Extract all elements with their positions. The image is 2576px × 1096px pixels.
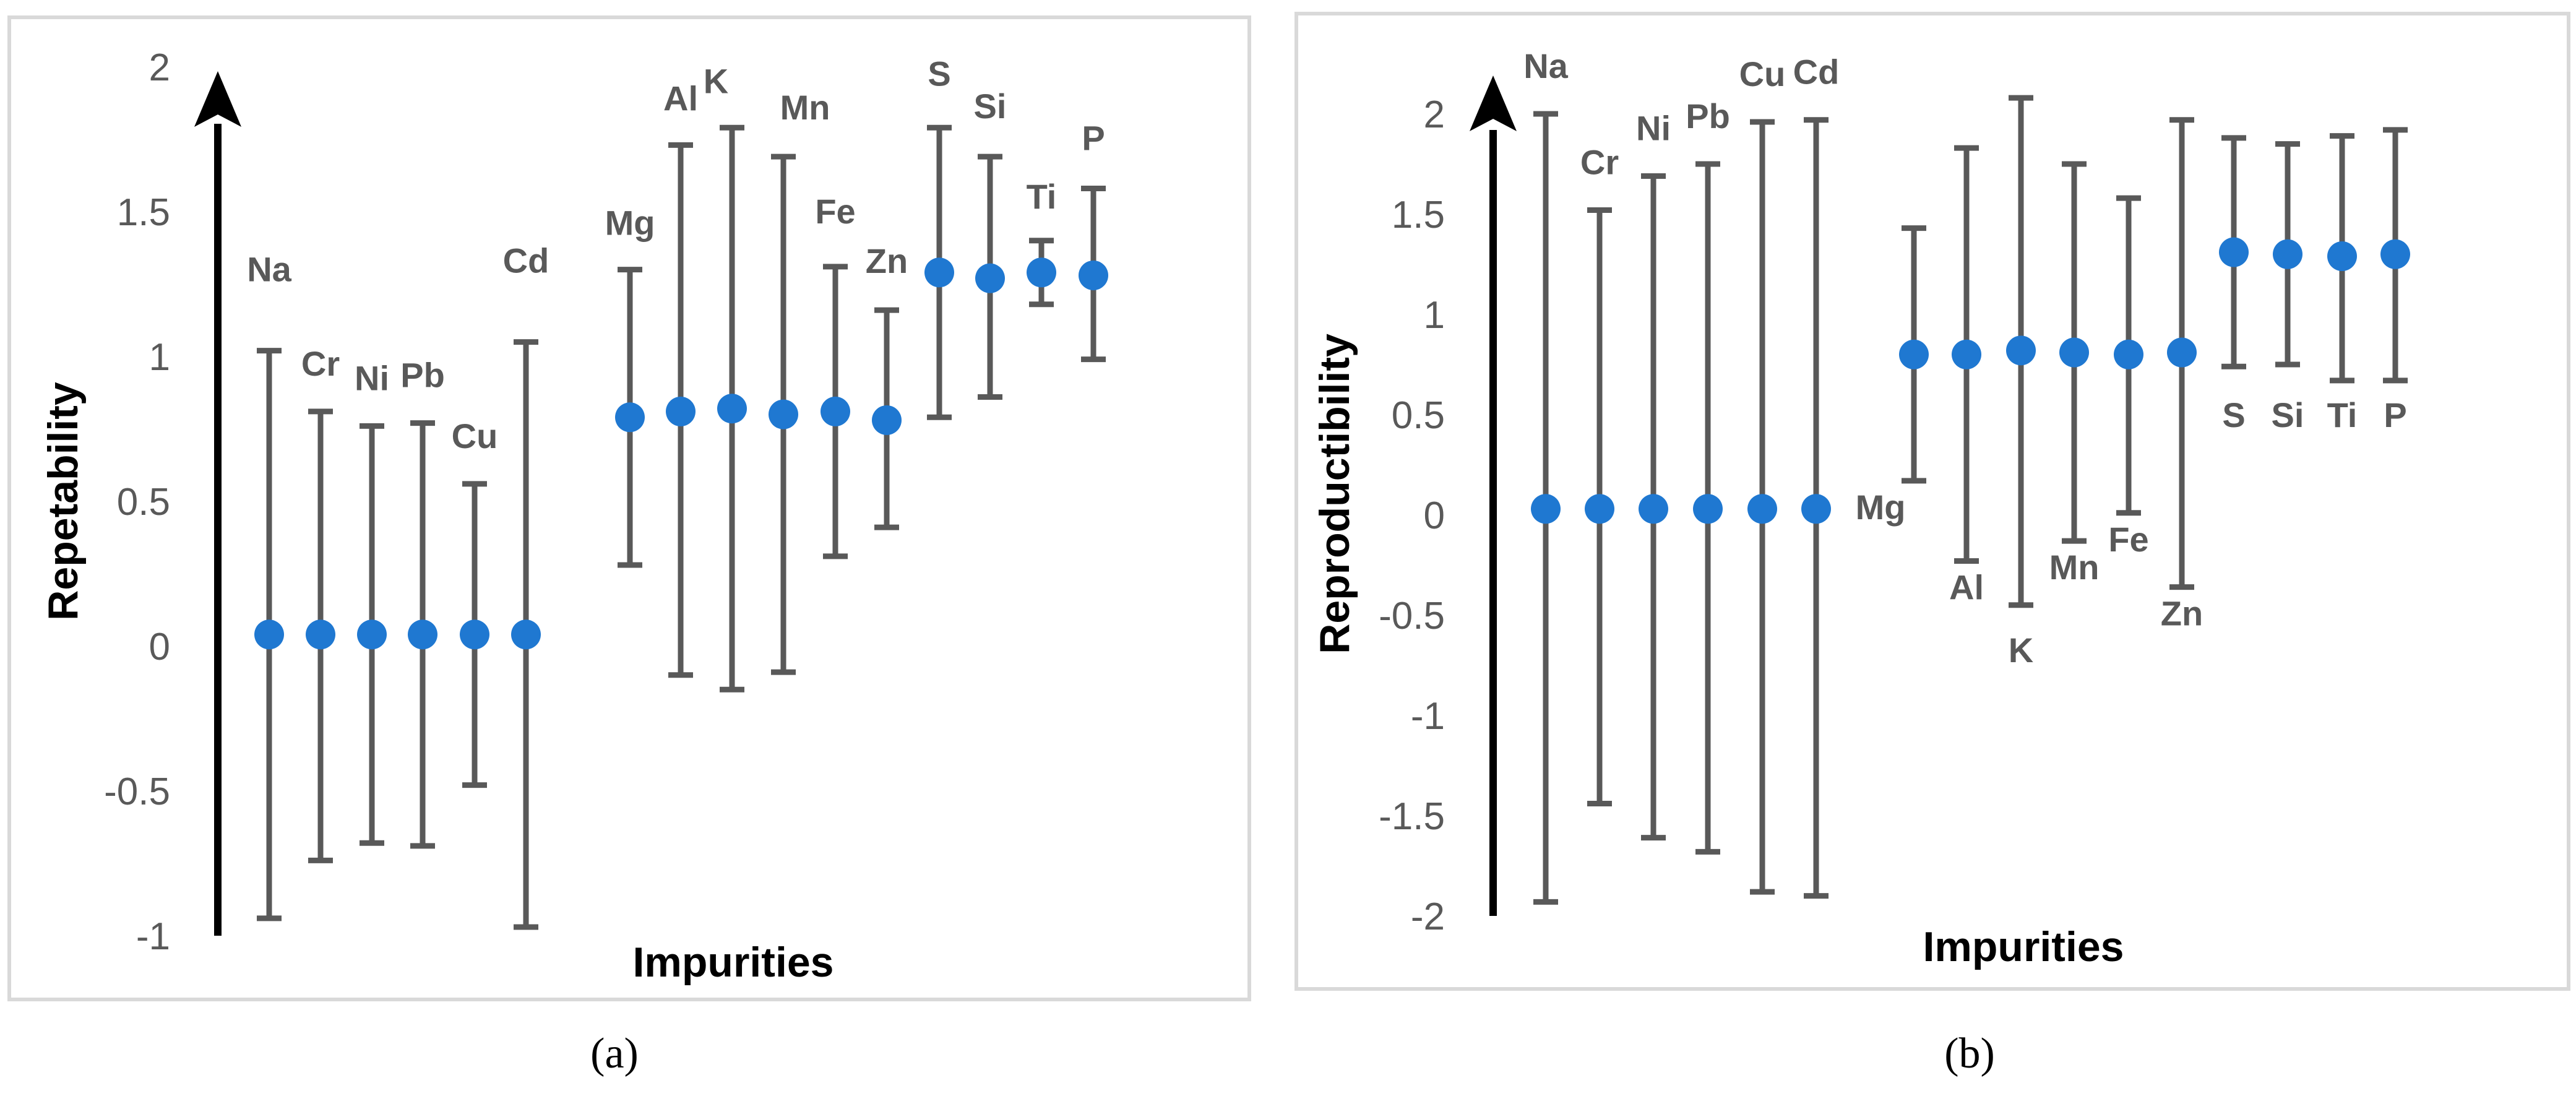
data-point-zn bbox=[872, 405, 902, 435]
element-label: S bbox=[928, 54, 950, 93]
element-label: S bbox=[2222, 395, 2245, 434]
data-point-s bbox=[924, 257, 954, 288]
element-label: Mn bbox=[780, 88, 830, 127]
data-point-pb bbox=[408, 619, 437, 650]
x-axis-label: Impurities bbox=[633, 939, 834, 986]
data-point-al bbox=[666, 396, 696, 426]
element-label: Cr bbox=[301, 344, 340, 383]
data-point-k bbox=[2006, 335, 2036, 366]
element-label: Na bbox=[1523, 46, 1568, 85]
element-label: Si bbox=[2272, 395, 2304, 434]
y-tick-label: -1 bbox=[136, 915, 170, 958]
element-label: Al bbox=[663, 79, 698, 118]
element-label: Ni bbox=[1636, 108, 1671, 147]
data-point-al bbox=[1952, 339, 1981, 369]
element-label: Na bbox=[247, 250, 291, 289]
y-tick-label: 0.5 bbox=[117, 481, 170, 524]
data-point-mn bbox=[769, 399, 798, 429]
element-label: Cd bbox=[1793, 53, 1840, 92]
element-label: Cu bbox=[452, 416, 498, 455]
element-label: Pb bbox=[400, 356, 445, 395]
y-tick-label: 0 bbox=[149, 626, 170, 668]
data-point-zn bbox=[2167, 337, 2197, 368]
element-label: Mg bbox=[605, 204, 655, 243]
y-tick-label: -0.5 bbox=[104, 770, 170, 813]
element-label: Zn bbox=[866, 241, 908, 280]
y-tick-label: 0 bbox=[1424, 494, 1445, 537]
data-point-mg bbox=[1899, 339, 1929, 369]
panel-caption: (a) bbox=[590, 1030, 639, 1077]
y-tick-label: 0.5 bbox=[1392, 394, 1445, 437]
element-label: K bbox=[704, 61, 728, 100]
data-point-ti bbox=[2327, 241, 2357, 272]
x-axis-label: Impurities bbox=[1923, 923, 2124, 970]
data-point-cu bbox=[460, 619, 489, 650]
y-tick-label: -2 bbox=[1411, 895, 1445, 938]
y-axis-arrowhead bbox=[194, 71, 241, 127]
y-tick-label: 1.5 bbox=[117, 191, 170, 234]
data-point-s bbox=[2219, 237, 2249, 267]
panel-caption: (b) bbox=[1944, 1030, 1995, 1077]
element-label: Cu bbox=[1739, 54, 1786, 93]
element-label: Fe bbox=[815, 192, 855, 231]
data-point-si bbox=[2273, 239, 2302, 269]
data-point-na bbox=[254, 619, 284, 650]
data-point-cr bbox=[306, 619, 335, 650]
element-label: Zn bbox=[2161, 594, 2203, 633]
y-axis-label: Reproductibility bbox=[1311, 334, 1358, 654]
y-tick-label: -1 bbox=[1411, 695, 1445, 738]
element-label: Ti bbox=[1027, 177, 1057, 216]
element-label: Ti bbox=[2327, 395, 2358, 434]
data-point-ni bbox=[357, 619, 387, 650]
element-label: Cd bbox=[503, 241, 549, 280]
data-point-p bbox=[2380, 239, 2410, 269]
data-point-p bbox=[1079, 260, 1108, 290]
y-tick-label: 1 bbox=[149, 336, 170, 379]
y-tick-label: 2 bbox=[1424, 93, 1445, 136]
data-point-cd bbox=[1801, 494, 1831, 524]
data-point-si bbox=[975, 263, 1005, 293]
y-tick-label: 2 bbox=[149, 46, 170, 89]
y-tick-label: -1.5 bbox=[1379, 795, 1445, 838]
y-axis-label: Repetability bbox=[40, 382, 87, 621]
element-label: Cr bbox=[1580, 143, 1619, 182]
data-point-cu bbox=[1747, 494, 1777, 524]
element-label: Ni bbox=[355, 358, 389, 397]
data-point-k bbox=[717, 394, 747, 424]
chart-frame bbox=[1294, 12, 2570, 991]
element-label: P bbox=[1082, 119, 1105, 158]
element-label: Fe bbox=[2108, 520, 2148, 559]
data-point-mg bbox=[615, 402, 645, 433]
data-point-pb bbox=[1693, 494, 1723, 524]
data-point-ni bbox=[1639, 494, 1668, 524]
element-label: Pb bbox=[1686, 97, 1730, 136]
element-label: K bbox=[2009, 631, 2033, 670]
element-label: Al bbox=[1949, 568, 1984, 607]
element-label: P bbox=[2384, 395, 2406, 434]
data-point-na bbox=[1531, 494, 1561, 524]
data-point-ti bbox=[1027, 257, 1056, 288]
y-tick-label: 1 bbox=[1424, 294, 1445, 337]
y-tick-label: 1.5 bbox=[1392, 194, 1445, 236]
data-point-fe bbox=[821, 396, 850, 426]
element-label: Mn bbox=[2049, 548, 2100, 587]
element-label: Mg bbox=[1856, 488, 1906, 527]
data-point-fe bbox=[2114, 339, 2143, 369]
element-label: Si bbox=[974, 87, 1007, 126]
data-point-cr bbox=[1585, 494, 1614, 524]
y-tick-label: -0.5 bbox=[1379, 595, 1445, 637]
data-point-cd bbox=[511, 619, 541, 650]
y-axis-arrowhead bbox=[1470, 76, 1517, 131]
data-point-mn bbox=[2059, 337, 2089, 368]
